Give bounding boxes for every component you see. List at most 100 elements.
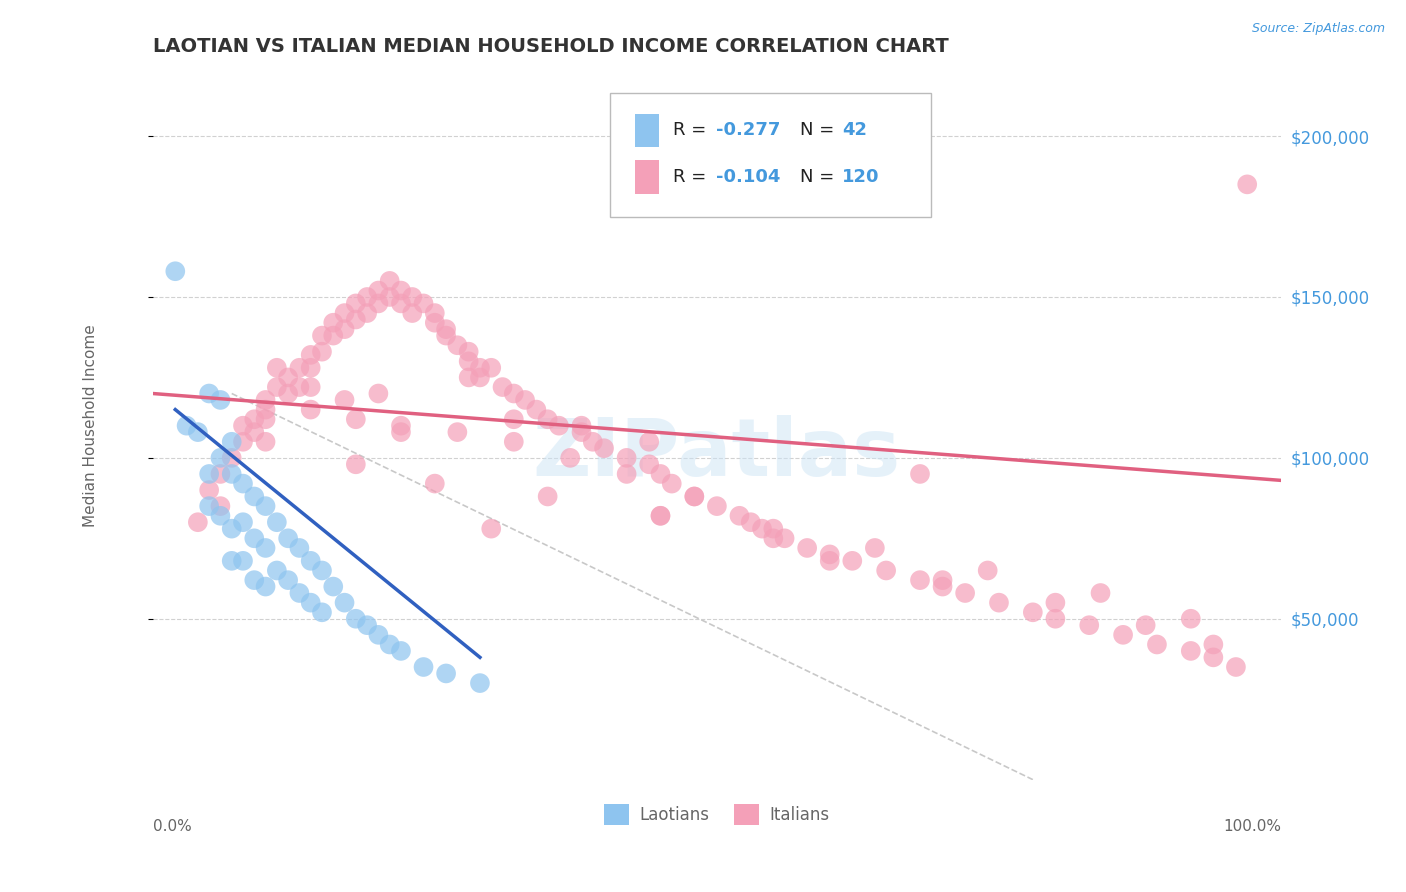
Point [221,467,243,481]
Point [434,328,457,343]
Point [796,541,818,555]
Point [560,450,582,465]
Point [863,541,886,555]
Point [389,284,412,298]
Point [638,434,661,449]
Point [209,508,232,523]
Point [378,274,401,288]
Point [423,476,446,491]
Point [367,386,389,401]
Bar [634,161,659,194]
Point [537,412,560,426]
Point [988,596,1011,610]
Point [953,586,976,600]
Point [423,306,446,320]
Point [232,476,254,491]
Point [333,306,356,320]
Point [378,638,401,652]
Point [333,322,356,336]
Point [288,380,311,394]
Point [209,467,232,481]
Legend: Laotians, Italians: Laotians, Italians [598,797,837,831]
Point [176,418,198,433]
Point [616,450,638,465]
Point [412,296,434,310]
Point [266,515,288,529]
Point [356,306,378,320]
Point [650,508,672,523]
Point [1202,650,1225,665]
Point [311,344,333,359]
Point [198,467,221,481]
Point [401,290,423,304]
Point [524,402,547,417]
Point [232,418,254,433]
Text: N =: N = [800,121,841,139]
Point [841,554,863,568]
FancyBboxPatch shape [610,93,931,217]
Point [254,541,277,555]
Point [254,402,277,417]
Text: Median Household Income: Median Household Income [83,325,98,527]
Point [322,316,344,330]
Point [389,418,412,433]
Point [740,515,762,529]
Point [344,296,367,310]
Point [908,467,931,481]
Point [683,490,706,504]
Point [254,580,277,594]
Point [277,531,299,545]
Point [254,392,277,407]
Point [1045,596,1067,610]
Point [1078,618,1101,632]
Point [457,344,479,359]
Point [344,412,367,426]
Point [311,564,333,578]
Text: N =: N = [800,169,841,186]
Point [187,425,209,439]
Point [446,425,468,439]
Text: -0.277: -0.277 [716,121,780,139]
Point [875,564,897,578]
Text: R =: R = [673,121,711,139]
Point [650,508,672,523]
Point [502,412,524,426]
Point [198,386,221,401]
Point [243,531,266,545]
Point [322,580,344,594]
Point [593,441,616,455]
Text: R =: R = [673,169,711,186]
Point [468,676,491,690]
Text: LAOTIAN VS ITALIAN MEDIAN HOUSEHOLD INCOME CORRELATION CHART: LAOTIAN VS ITALIAN MEDIAN HOUSEHOLD INCO… [153,37,949,56]
Point [232,434,254,449]
Point [277,386,299,401]
Point [582,434,605,449]
Point [1202,638,1225,652]
Point [299,402,322,417]
Point [1022,605,1045,619]
Point [254,434,277,449]
Point [389,425,412,439]
Point [288,360,311,375]
Point [728,508,751,523]
Point [367,284,389,298]
Point [288,586,311,600]
Point [243,490,266,504]
Point [616,467,638,481]
Point [650,467,672,481]
Text: 120: 120 [842,169,880,186]
Point [333,596,356,610]
Point [198,483,221,497]
Point [762,531,785,545]
Point [479,522,502,536]
Point [322,328,344,343]
Point [1146,638,1168,652]
Point [773,531,796,545]
Point [571,418,593,433]
Point [751,522,773,536]
Point [299,380,322,394]
Point [277,573,299,587]
Point [311,328,333,343]
Point [1236,178,1258,192]
Point [243,412,266,426]
